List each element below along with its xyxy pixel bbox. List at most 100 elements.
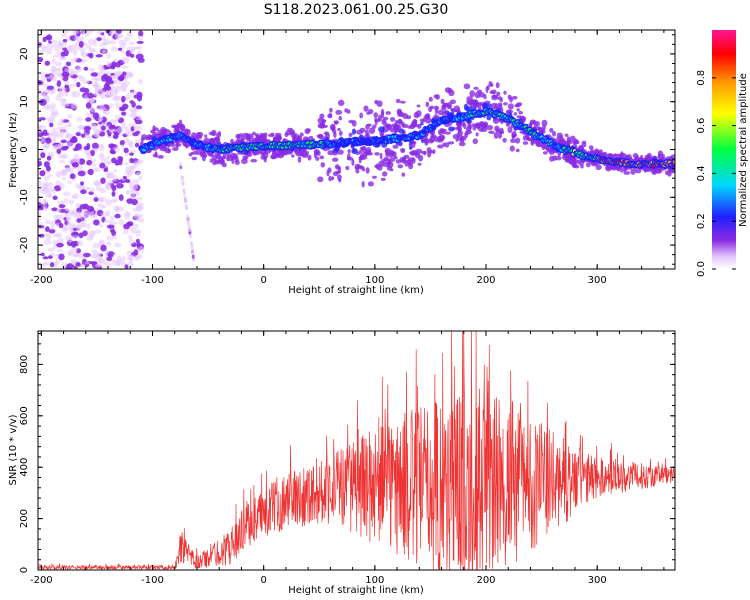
spectral-noise-blob: [58, 204, 66, 209]
spectral-blob: [488, 130, 495, 134]
spectral-noise-blob: [105, 85, 112, 91]
spectral-noise-blob: [112, 221, 118, 226]
spectral-noise-blob: [134, 119, 143, 125]
spectral-noise-blob: [75, 183, 81, 189]
spectral-streak: [191, 254, 195, 259]
spectral-noise-blob: [38, 117, 46, 121]
spectral-noise-blob: [79, 47, 86, 52]
spectral-noise-blob: [122, 175, 127, 180]
spectral-noise-blob: [52, 188, 56, 194]
spectral-noise-blob: [72, 157, 78, 163]
spectral-noise-blob: [80, 209, 87, 216]
spectral-noise-blob: [82, 230, 88, 237]
spectral-noise-blob: [86, 205, 95, 212]
spectral-blob: [374, 152, 380, 156]
spectral-blob: [213, 137, 220, 144]
spectral-blob: [206, 151, 210, 155]
spectral-blob: [518, 110, 523, 115]
spectral-noise-blob: [86, 155, 93, 161]
spectral-noise-blob: [52, 195, 58, 200]
spectral-noise-blob: [106, 92, 112, 99]
spectral-noise-blob: [75, 211, 82, 218]
spectral-noise-blob: [54, 109, 59, 115]
spectral-streak: [181, 181, 185, 186]
spectral-noise-blob: [115, 32, 122, 40]
spectral-noise-blob: [133, 125, 138, 132]
spectral-noise-blob: [86, 159, 93, 166]
spectral-blob: [338, 178, 342, 183]
spectral-blob: [245, 133, 250, 140]
spectral-blob: [448, 126, 454, 132]
spectral-blob: [515, 137, 521, 144]
spectral-blob: [423, 151, 427, 156]
spectral-blob: [351, 128, 357, 135]
spectral-noise-blob: [58, 253, 65, 261]
spectral-blob: [365, 167, 370, 174]
spectral-blob: [315, 156, 320, 161]
spectral-blob: [203, 154, 208, 158]
spectral-blob: [255, 134, 260, 140]
spectral-blob: [475, 132, 479, 137]
spectral-noise-blob: [115, 259, 120, 266]
spectral-noise-blob: [77, 242, 84, 247]
spectral-noise-blob: [99, 162, 106, 169]
spectral-noise-blob: [98, 104, 105, 111]
x-tick-label: 0: [260, 575, 266, 586]
spectral-blob: [399, 157, 405, 163]
spectral-noise-blob: [115, 114, 121, 121]
spectral-noise-blob: [109, 119, 117, 123]
spectral-noise-blob: [63, 197, 69, 204]
spectral-blob: [297, 156, 302, 163]
spectral-blob: [668, 155, 673, 161]
spectral-blob: [338, 116, 343, 121]
spectral-blob: [572, 159, 580, 165]
spectral-blob: [209, 151, 213, 157]
spectral-blob: [541, 119, 548, 127]
spectral-noise-blob: [119, 156, 124, 163]
spectral-noise-blob: [49, 262, 55, 268]
spectral-blob: [376, 100, 383, 107]
spectral-noise-blob: [51, 66, 57, 73]
spectral-blob: [437, 144, 444, 149]
spectral-noise-blob: [73, 49, 78, 56]
spectral-noise-blob: [112, 58, 118, 62]
spectral-blob: [499, 127, 504, 134]
spectral-noise-blob: [59, 57, 66, 61]
spectral-noise-blob: [50, 223, 56, 229]
spectral-noise-blob: [126, 198, 134, 204]
spectral-noise-blob: [45, 234, 53, 240]
spectral-noise-blob: [105, 199, 112, 206]
spectral-noise-blob: [116, 183, 124, 189]
spectral-noise-blob: [132, 179, 139, 185]
spectral-noise-blob: [130, 46, 135, 53]
spectral-blob: [562, 153, 569, 161]
spectral-blob: [409, 146, 413, 150]
spectral-noise-blob: [41, 261, 46, 268]
colorbar-gradient: [712, 30, 736, 269]
spectral-blob: [270, 154, 276, 160]
spectral-blob: [356, 129, 363, 135]
spectral-noise-blob: [137, 246, 145, 253]
spectral-blob: [328, 175, 332, 182]
spectral-blob: [185, 143, 189, 149]
spectral-noise-blob: [110, 46, 118, 52]
spectral-blob: [191, 156, 198, 161]
spectral-blob: [171, 147, 179, 151]
spectral-noise-blob: [75, 65, 82, 73]
spectral-noise-blob: [63, 145, 69, 150]
colorbar-ticks: 0.0 0.2 0.4 0.6 0.8: [696, 70, 736, 277]
spectral-noise-blob: [100, 93, 108, 99]
spectral-blob: [515, 148, 520, 153]
spectral-blob: [335, 109, 343, 115]
spectral-noise-blob: [84, 88, 90, 94]
colorbar-tick-label: 0.4: [696, 165, 707, 181]
spectral-noise-blob: [39, 187, 46, 194]
spectral-noise-blob: [109, 148, 115, 154]
spectral-noise-blob: [109, 30, 115, 37]
spectral-blob: [555, 136, 561, 144]
spectral-blob: [493, 132, 499, 139]
y-tick-label: 800: [19, 355, 30, 374]
spectral-noise-blob: [111, 157, 117, 164]
spectral-noise-blob: [64, 84, 69, 89]
spectral-noise-blob: [74, 42, 79, 47]
